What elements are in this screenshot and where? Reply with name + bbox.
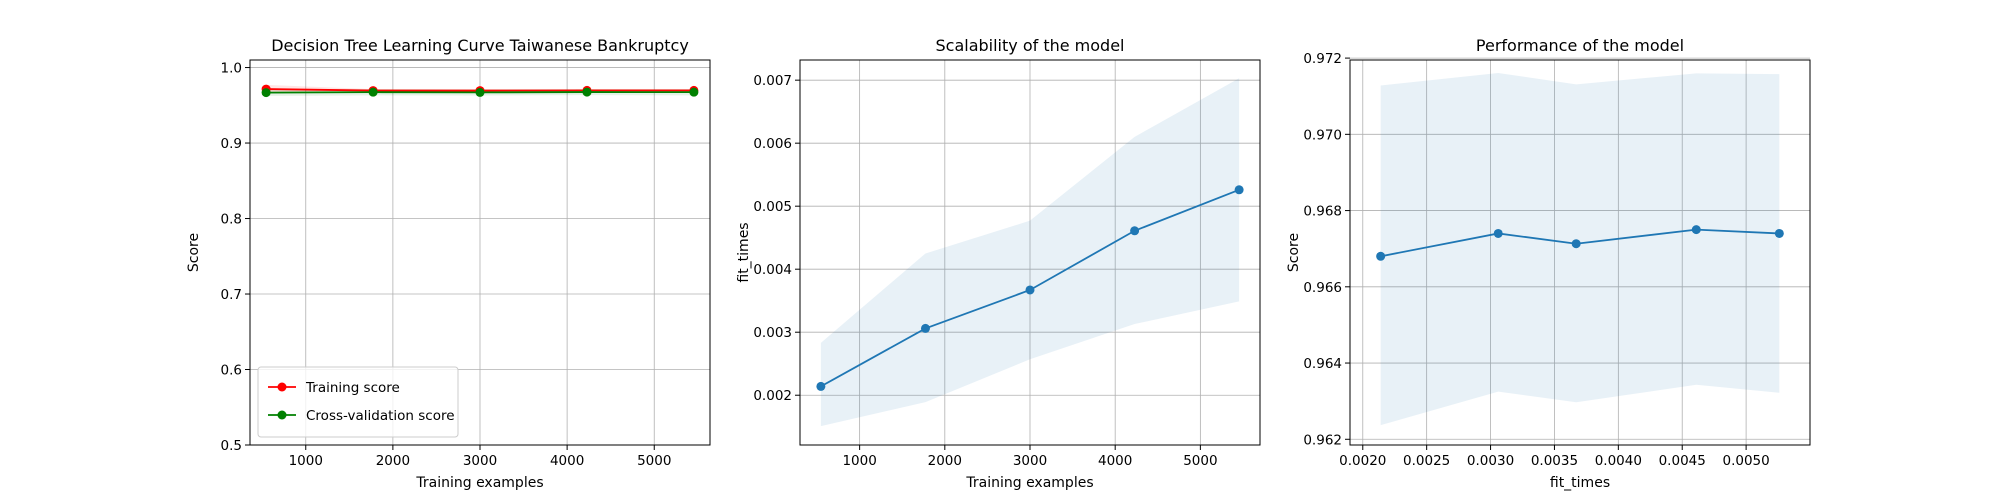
- x-tick-label: 0.0050: [1722, 453, 1769, 469]
- data-point: [1025, 285, 1035, 295]
- y-axis-label: Score: [1286, 233, 1302, 272]
- x-axis-label: fit_times: [1550, 475, 1610, 491]
- data-point: [1493, 228, 1503, 238]
- y-tick-label: 0.966: [1303, 280, 1342, 296]
- data-point: [582, 87, 592, 97]
- x-tick-label: 0.0035: [1531, 453, 1578, 469]
- data-point: [261, 88, 271, 98]
- x-tick-label: 5000: [637, 453, 671, 469]
- legend-box: [257, 366, 459, 438]
- y-tick-label: 0.972: [1303, 51, 1342, 67]
- y-tick-label: 0.006: [753, 136, 792, 152]
- y-tick-label: 0.5: [221, 438, 242, 454]
- y-tick-label: 0.004: [753, 262, 792, 278]
- data-point: [475, 87, 485, 97]
- y-tick-label: 0.968: [1303, 204, 1342, 220]
- y-axis-label: fit_times: [736, 222, 752, 282]
- x-tick-label: 4000: [1098, 453, 1132, 469]
- x-tick-label: 1000: [842, 453, 876, 469]
- legend-swatch-marker: [277, 410, 287, 420]
- x-tick-label: 2000: [376, 453, 410, 469]
- legend-swatch-marker: [277, 382, 287, 392]
- chart-title: Performance of the model: [1476, 36, 1684, 55]
- y-tick-label: 0.002: [753, 388, 792, 404]
- y-tick-label: 0.005: [753, 199, 792, 215]
- x-axis-label: Training examples: [965, 475, 1093, 491]
- chart-panel-2: 1000 2000 3000 4000 5000 0.002 0.003 0.004 0.005…: [736, 36, 1261, 491]
- y-tick-label: 0.8: [221, 212, 242, 228]
- x-tick-label: 2000: [928, 453, 962, 469]
- y-tick-label: 0.970: [1303, 127, 1342, 143]
- y-tick-label: 1.0: [221, 61, 242, 77]
- x-tick-label: 0.0045: [1659, 453, 1706, 469]
- x-tick-label: 5000: [1183, 453, 1217, 469]
- x-tick-label: 0.0040: [1595, 453, 1642, 469]
- data-point: [1376, 251, 1386, 261]
- x-tick-label: 0.0025: [1403, 453, 1450, 469]
- x-tick-label: 3000: [1013, 453, 1047, 469]
- data-point: [1691, 225, 1701, 235]
- confidence-band: [1380, 72, 1780, 426]
- x-tick-label: 4000: [550, 453, 584, 469]
- confidence-band: [820, 78, 1240, 427]
- data-point: [1774, 228, 1784, 238]
- x-tick-label: 3000: [463, 453, 497, 469]
- chart-title: Decision Tree Learning Curve Taiwanese B…: [271, 36, 689, 55]
- y-axis-label: Score: [186, 233, 202, 272]
- x-axis-label: Training examples: [415, 475, 543, 491]
- data-point: [920, 323, 930, 333]
- legend-entry-label: Training score: [305, 380, 400, 396]
- y-tick-label: 0.962: [1303, 432, 1342, 448]
- data-point: [816, 381, 826, 391]
- y-tick-label: 0.6: [221, 363, 242, 379]
- y-tick-label: 0.7: [221, 287, 242, 303]
- chart-title: Scalability of the model: [936, 36, 1125, 55]
- data-point: [1571, 239, 1581, 249]
- data-point: [1234, 185, 1244, 195]
- y-tick-label: 0.964: [1303, 356, 1342, 372]
- chart-panel-3: 0.0020 0.0025 0.0030 0.0035 0.0040 0.0045 0.00…: [1286, 36, 1811, 491]
- y-tick-label: 0.003: [753, 325, 792, 341]
- y-tick-label: 0.9: [221, 136, 242, 152]
- legend: Training score Cross-validation score: [257, 366, 459, 438]
- data-point: [689, 87, 699, 97]
- data-point: [368, 87, 378, 97]
- data-point: [1130, 226, 1140, 236]
- axes-frame: [1349, 59, 1811, 446]
- x-tick-label: 1000: [289, 453, 323, 469]
- x-tick-label: 0.0020: [1339, 453, 1386, 469]
- x-tick-label: 0.0030: [1467, 453, 1514, 469]
- y-tick-label: 0.007: [753, 73, 792, 89]
- legend-entry-label: Cross-validation score: [306, 408, 455, 424]
- chart-panel-1: 1000 2000 3000 4000 5000 0.5 0.6 0.7 0.8 0.9 1.0 De…: [186, 36, 711, 491]
